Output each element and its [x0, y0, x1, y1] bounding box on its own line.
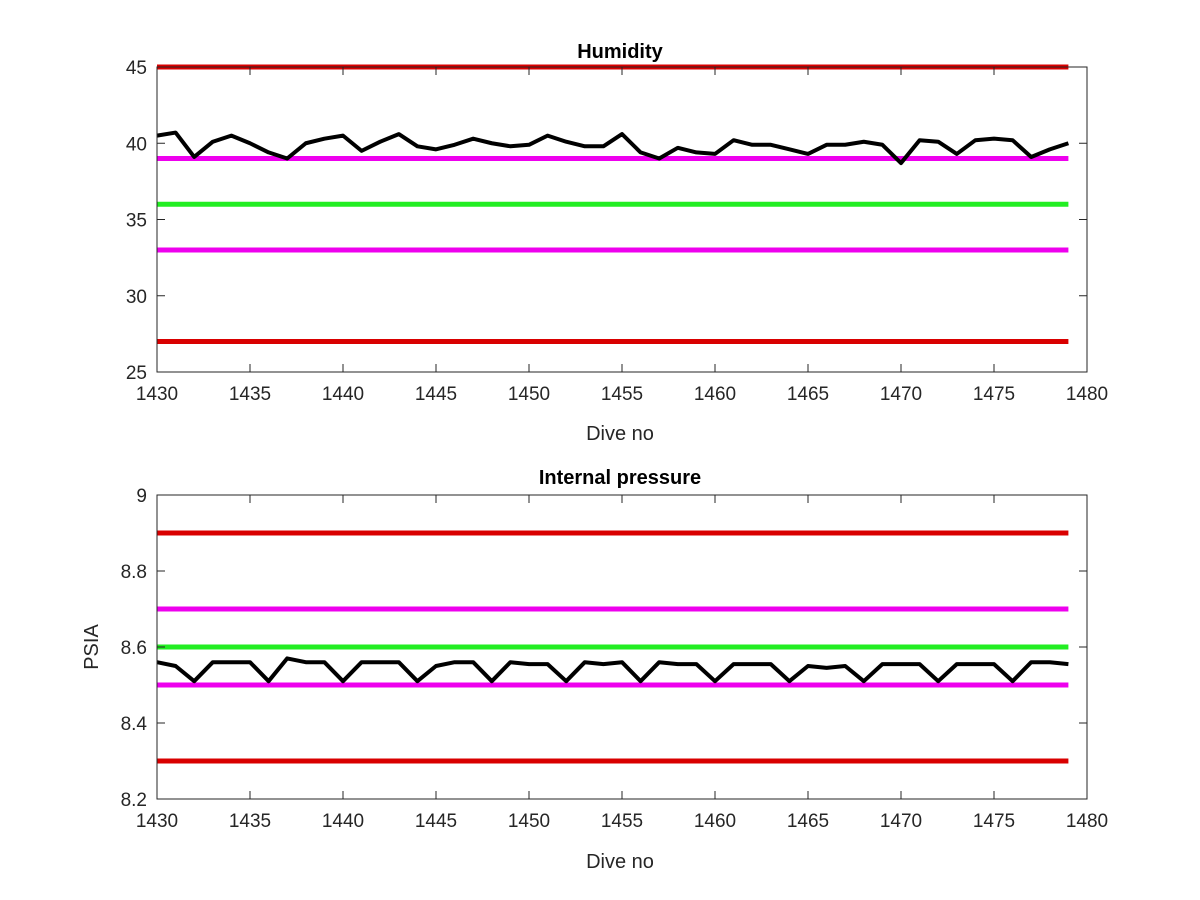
humidity-chart: Humidity 1430 1435 1440 1445 1450 1455 1460 146… [126, 41, 1108, 445]
x-tick-label: 1455 [601, 384, 643, 405]
x-tick-label: 1465 [787, 384, 829, 405]
x-tick-label: 1460 [694, 811, 736, 832]
x-tick-label: 1435 [229, 384, 271, 405]
y-tick-label: 35 [126, 211, 147, 232]
x-tick-label: 1450 [508, 811, 550, 832]
chart-title: Humidity [577, 41, 663, 63]
y-tick-label: 45 [126, 58, 147, 79]
y-tick-label: 30 [126, 287, 147, 308]
y-axis-label: PSIA [81, 624, 103, 670]
x-tick-label: 1455 [601, 811, 643, 832]
limit-lines [157, 530, 1069, 764]
y-tick-label: 25 [126, 363, 147, 384]
x-tick-label: 1445 [415, 384, 457, 405]
x-tick-label: 1470 [880, 811, 922, 832]
data-series [156, 130, 1070, 166]
x-tick-label: 1440 [322, 384, 364, 405]
y-tick-label: 8.2 [121, 790, 147, 811]
limit-lines [157, 64, 1069, 344]
x-tick-label: 1470 [880, 384, 922, 405]
x-tick-label: 1465 [787, 811, 829, 832]
x-axis-label: Dive no [586, 851, 654, 873]
axis-ticks: 1430 1435 1440 1445 1450 1455 1460 1465 1470 1475… [126, 58, 1108, 405]
x-tick-label: 1475 [973, 811, 1015, 832]
x-tick-label: 1435 [229, 811, 271, 832]
y-tick-label: 8.4 [121, 714, 148, 735]
plot-frame [156, 66, 1088, 373]
y-tick-label: 40 [126, 134, 147, 155]
x-tick-label: 1440 [322, 811, 364, 832]
x-tick-label: 1480 [1066, 811, 1108, 832]
y-tick-label: 8.6 [121, 638, 147, 659]
chart-title: Internal pressure [539, 467, 701, 489]
x-tick-label: 1475 [973, 384, 1015, 405]
data-line [156, 130, 1070, 166]
x-tick-label: 1430 [136, 811, 178, 832]
x-tick-label: 1450 [508, 384, 550, 405]
x-tick-label: 1445 [415, 811, 457, 832]
x-tick-label: 1460 [694, 384, 736, 405]
axis-ticks: 1430 1435 1440 1445 1450 1455 1460 1465 1470 1475… [121, 486, 1109, 832]
x-tick-label: 1480 [1066, 384, 1108, 405]
y-tick-label: 9 [136, 486, 147, 507]
internal-pressure-chart: Internal pressure 1430 1435 1440 1445 1450 14… [81, 467, 1108, 873]
x-axis-label: Dive no [586, 423, 654, 445]
y-tick-label: 8.8 [121, 562, 147, 583]
data-series [156, 656, 1069, 684]
data-line [156, 656, 1069, 684]
x-tick-label: 1430 [136, 384, 178, 405]
